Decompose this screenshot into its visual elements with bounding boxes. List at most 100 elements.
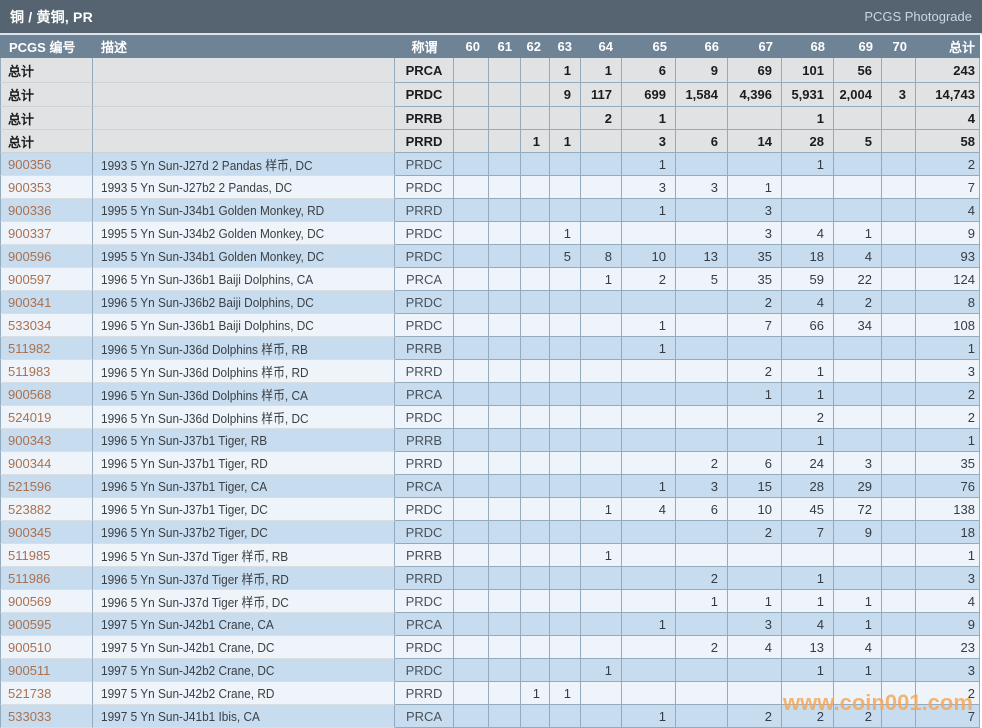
pcgs-number-link[interactable]: 900511	[0, 659, 93, 682]
summary-label: 总计	[0, 83, 93, 107]
grade-count-61	[489, 360, 521, 383]
grade-count-69	[834, 360, 882, 383]
pcgs-number-link[interactable]: 511983	[0, 360, 93, 383]
summary-grade-66: 1,584	[676, 83, 728, 107]
pcgs-number-link[interactable]: 900596	[0, 245, 93, 268]
coin-description-text: 1996 5 Yn Sun-J37d Tiger 样币, RB	[101, 548, 289, 564]
coin-description-text: 1997 5 Yn Sun-J42b2 Crane, RD	[101, 685, 275, 701]
grade-count-62	[521, 222, 550, 245]
summary-grade-67: 14	[728, 130, 782, 153]
grade-count-69: 29	[834, 475, 882, 498]
grade-count-63: 1	[550, 682, 581, 705]
summary-grade-68: 28	[782, 130, 834, 153]
pcgs-number-link[interactable]: 523882	[0, 498, 93, 521]
grade-count-68	[782, 337, 834, 360]
table-row: 900511 1997 5 Yn Sun-J42b2 Crane, DC PRDC 1…	[0, 659, 980, 682]
grade-count-61	[489, 222, 521, 245]
grade-count-62	[521, 498, 550, 521]
grade-count-62	[521, 314, 550, 337]
pcgs-number-link[interactable]: 511985	[0, 544, 93, 567]
summary-grade-70	[882, 58, 916, 83]
grade-count-65: 1	[622, 475, 676, 498]
grade-count-70	[882, 567, 916, 590]
pcgs-number-link[interactable]: 900568	[0, 383, 93, 406]
table-row: 900341 1996 5 Yn Sun-J36b2 Baiji Dolphins…	[0, 291, 980, 314]
brand-link[interactable]: PCGS Photograde	[864, 9, 972, 24]
pcgs-number-link[interactable]: 900337	[0, 222, 93, 245]
table-row: 900345 1996 5 Yn Sun-J37b2 Tiger, DC PRDC 2…	[0, 521, 980, 544]
coin-description-text: 1996 5 Yn Sun-J36d Dolphins 样币, DC	[101, 410, 309, 426]
column-header-grade-63: 63	[550, 35, 581, 58]
pcgs-number-link[interactable]: 511982	[0, 337, 93, 360]
pcgs-number-link[interactable]: 900353	[0, 176, 93, 199]
grade-count-70	[882, 406, 916, 429]
pcgs-number-link[interactable]: 533033	[0, 705, 93, 728]
grade-count-61	[489, 429, 521, 452]
grade-count-66	[676, 521, 728, 544]
pcgs-number-link[interactable]: 900510	[0, 636, 93, 659]
pcgs-number-link[interactable]: 900344	[0, 452, 93, 475]
pcgs-number-link[interactable]: 521596	[0, 475, 93, 498]
designation: PRDC	[395, 245, 454, 268]
grade-count-61	[489, 199, 521, 222]
table-row: 900597 1996 5 Yn Sun-J36b1 Baiji Dolphins…	[0, 268, 980, 291]
summary-label: 总计	[0, 130, 93, 153]
pcgs-number-link[interactable]: 900343	[0, 429, 93, 452]
table-row: 511986 1996 5 Yn Sun-J37d Tiger 样币, RD PRR…	[0, 567, 980, 590]
coin-description-text: 1995 5 Yn Sun-J34b1 Golden Monkey, RD	[101, 202, 325, 218]
coin-description: 1996 5 Yn Sun-J37b1 Tiger, RD	[93, 452, 395, 475]
grade-count-69	[834, 567, 882, 590]
grade-count-65	[622, 682, 676, 705]
summary-description	[93, 130, 395, 153]
grade-count-62	[521, 291, 550, 314]
grade-count-60	[454, 429, 489, 452]
grade-count-66: 5	[676, 268, 728, 291]
grade-count-68: 7	[782, 521, 834, 544]
row-total: 35	[916, 452, 980, 475]
pcgs-number-link[interactable]: 900341	[0, 291, 93, 314]
pcgs-number-link[interactable]: 533034	[0, 314, 93, 337]
grade-count-64	[581, 429, 622, 452]
pcgs-number-link[interactable]: 900356	[0, 153, 93, 176]
grade-count-69	[834, 544, 882, 567]
grade-count-60	[454, 245, 489, 268]
column-header-grade-69: 69	[834, 35, 882, 58]
grade-count-67	[728, 153, 782, 176]
column-header-grade-60: 60	[454, 35, 489, 58]
coin-description: 1996 5 Yn Sun-J36d Dolphins 样币, DC	[93, 406, 395, 429]
grade-count-66	[676, 406, 728, 429]
grade-count-70	[882, 176, 916, 199]
grade-count-65	[622, 452, 676, 475]
summary-description	[93, 107, 395, 130]
designation: PRDC	[395, 590, 454, 613]
grade-count-65: 3	[622, 176, 676, 199]
grade-count-61	[489, 383, 521, 406]
pcgs-number-link[interactable]: 900569	[0, 590, 93, 613]
grade-count-67	[728, 337, 782, 360]
pcgs-number-link[interactable]: 900597	[0, 268, 93, 291]
grade-count-61	[489, 590, 521, 613]
grade-count-65	[622, 222, 676, 245]
pcgs-number-link[interactable]: 900336	[0, 199, 93, 222]
summary-grade-70	[882, 107, 916, 130]
grade-count-67	[728, 429, 782, 452]
pcgs-number-link[interactable]: 521738	[0, 682, 93, 705]
table-row: 900336 1995 5 Yn Sun-J34b1 Golden Monkey,…	[0, 199, 980, 222]
column-header-description: 描述	[93, 35, 395, 58]
grade-count-69: 3	[834, 452, 882, 475]
pcgs-number-link[interactable]: 900595	[0, 613, 93, 636]
page-title: 铜 / 黄铜, PR	[10, 8, 93, 25]
row-total: 18	[916, 521, 980, 544]
summary-grade-65: 1	[622, 107, 676, 130]
pcgs-number-link[interactable]: 524019	[0, 406, 93, 429]
summary-grade-68: 101	[782, 58, 834, 83]
designation: PRDC	[395, 153, 454, 176]
row-total: 9	[916, 222, 980, 245]
grade-count-70	[882, 268, 916, 291]
grade-count-60	[454, 613, 489, 636]
pcgs-number-link[interactable]: 511986	[0, 567, 93, 590]
grade-count-68	[782, 176, 834, 199]
designation: PRRD	[395, 199, 454, 222]
pcgs-number-link[interactable]: 900345	[0, 521, 93, 544]
grade-count-60	[454, 705, 489, 728]
